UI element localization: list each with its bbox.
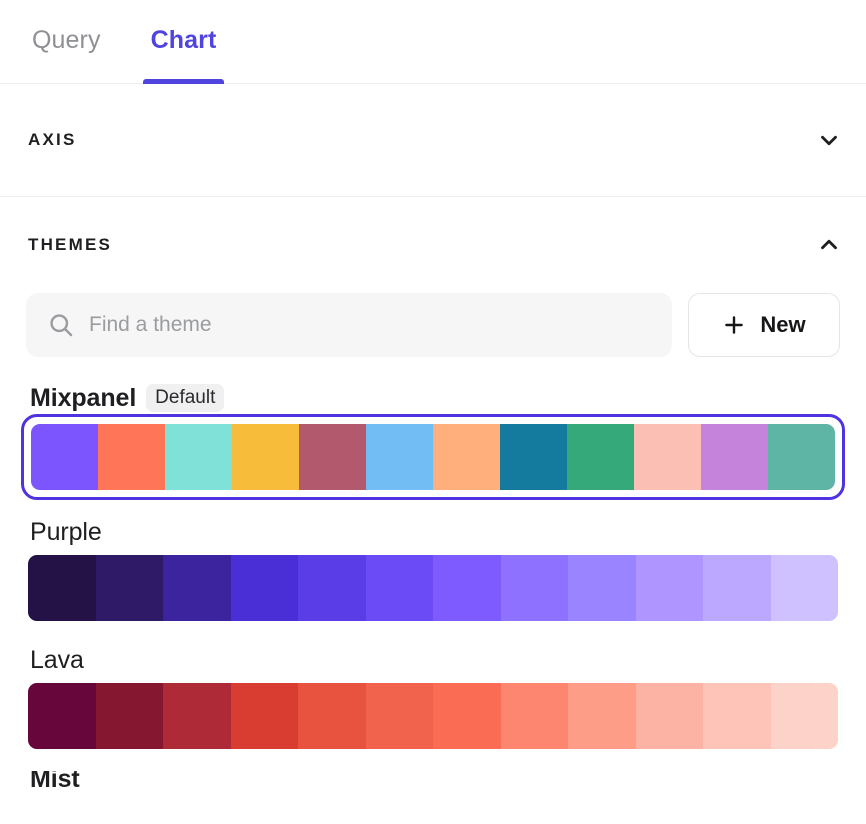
tab-query-label: Query: [32, 26, 101, 54]
theme-name: Mixpanel: [30, 383, 137, 412]
color-swatch: [165, 424, 232, 490]
theme-search-row: New: [0, 293, 866, 357]
plus-icon: [722, 313, 746, 337]
theme-label-row: Mist: [30, 771, 838, 787]
theme-list: Mixpanel Default Purple Lava: [0, 381, 866, 787]
color-swatch: [366, 424, 433, 490]
color-swatch: [31, 424, 98, 490]
tab-bar: Query Chart: [0, 0, 866, 84]
color-swatch: [500, 683, 568, 749]
theme-label-row: Lava: [30, 643, 838, 677]
color-swatch: [298, 555, 366, 621]
color-swatch: [230, 683, 298, 749]
section-axis-header[interactable]: AXIS: [0, 84, 866, 196]
color-swatch: [95, 555, 163, 621]
theme-item-purple[interactable]: Purple: [28, 515, 838, 621]
theme-label-row: Mixpanel Default: [30, 381, 838, 415]
color-swatch: [163, 555, 231, 621]
swatch-bar: [28, 555, 838, 621]
theme-item-mixpanel[interactable]: Mixpanel Default: [21, 381, 845, 500]
color-swatch: [365, 683, 433, 749]
color-swatch: [163, 683, 231, 749]
theme-name: Mist: [30, 771, 80, 787]
color-swatch: [433, 683, 501, 749]
search-box[interactable]: [26, 293, 672, 357]
section-axis: AXIS: [0, 84, 866, 197]
tab-chart-label: Chart: [150, 26, 217, 54]
color-swatch: [95, 683, 163, 749]
color-swatch: [703, 683, 771, 749]
color-swatch: [500, 424, 567, 490]
tab-query[interactable]: Query: [24, 0, 109, 84]
theme-item-lava[interactable]: Lava: [28, 643, 838, 749]
color-swatch: [230, 555, 298, 621]
color-swatch: [298, 683, 366, 749]
chevron-down-icon[interactable]: [816, 127, 842, 153]
color-swatch: [299, 424, 366, 490]
color-swatch: [567, 424, 634, 490]
status-badge: Default: [146, 383, 225, 413]
color-swatch: [98, 424, 165, 490]
color-swatch: [568, 555, 636, 621]
color-swatch: [635, 683, 703, 749]
color-swatch: [28, 555, 96, 621]
color-swatch: [500, 555, 568, 621]
color-swatch: [770, 555, 838, 621]
theme-swatch[interactable]: [28, 683, 838, 749]
theme-name: Purple: [30, 517, 102, 546]
color-swatch: [703, 555, 771, 621]
new-theme-button[interactable]: New: [688, 293, 840, 357]
theme-name: Lava: [30, 645, 84, 674]
search-icon: [47, 311, 75, 339]
swatch-bar: [31, 424, 835, 490]
color-swatch: [433, 555, 501, 621]
section-themes: THEMES New: [0, 197, 866, 787]
color-swatch: [770, 683, 838, 749]
theme-label-row: Purple: [30, 515, 838, 549]
color-swatch: [634, 424, 701, 490]
theme-swatch-selected[interactable]: [21, 414, 845, 500]
search-input[interactable]: [89, 313, 651, 337]
color-swatch: [635, 555, 703, 621]
active-tab-indicator: [142, 79, 225, 84]
new-theme-label: New: [760, 312, 806, 337]
color-swatch: [568, 683, 636, 749]
color-swatch: [28, 683, 96, 749]
section-themes-header[interactable]: THEMES: [0, 197, 866, 293]
color-swatch: [232, 424, 299, 490]
chevron-up-icon[interactable]: [816, 232, 842, 258]
color-swatch: [365, 555, 433, 621]
section-axis-title: AXIS: [28, 130, 77, 149]
color-swatch: [768, 424, 835, 490]
section-themes-title: THEMES: [28, 235, 113, 254]
tab-chart[interactable]: Chart: [142, 0, 225, 84]
color-swatch: [701, 424, 768, 490]
swatch-bar: [28, 683, 838, 749]
color-swatch: [433, 424, 500, 490]
theme-swatch[interactable]: [28, 555, 838, 621]
theme-item-mist[interactable]: Mist: [28, 771, 838, 787]
